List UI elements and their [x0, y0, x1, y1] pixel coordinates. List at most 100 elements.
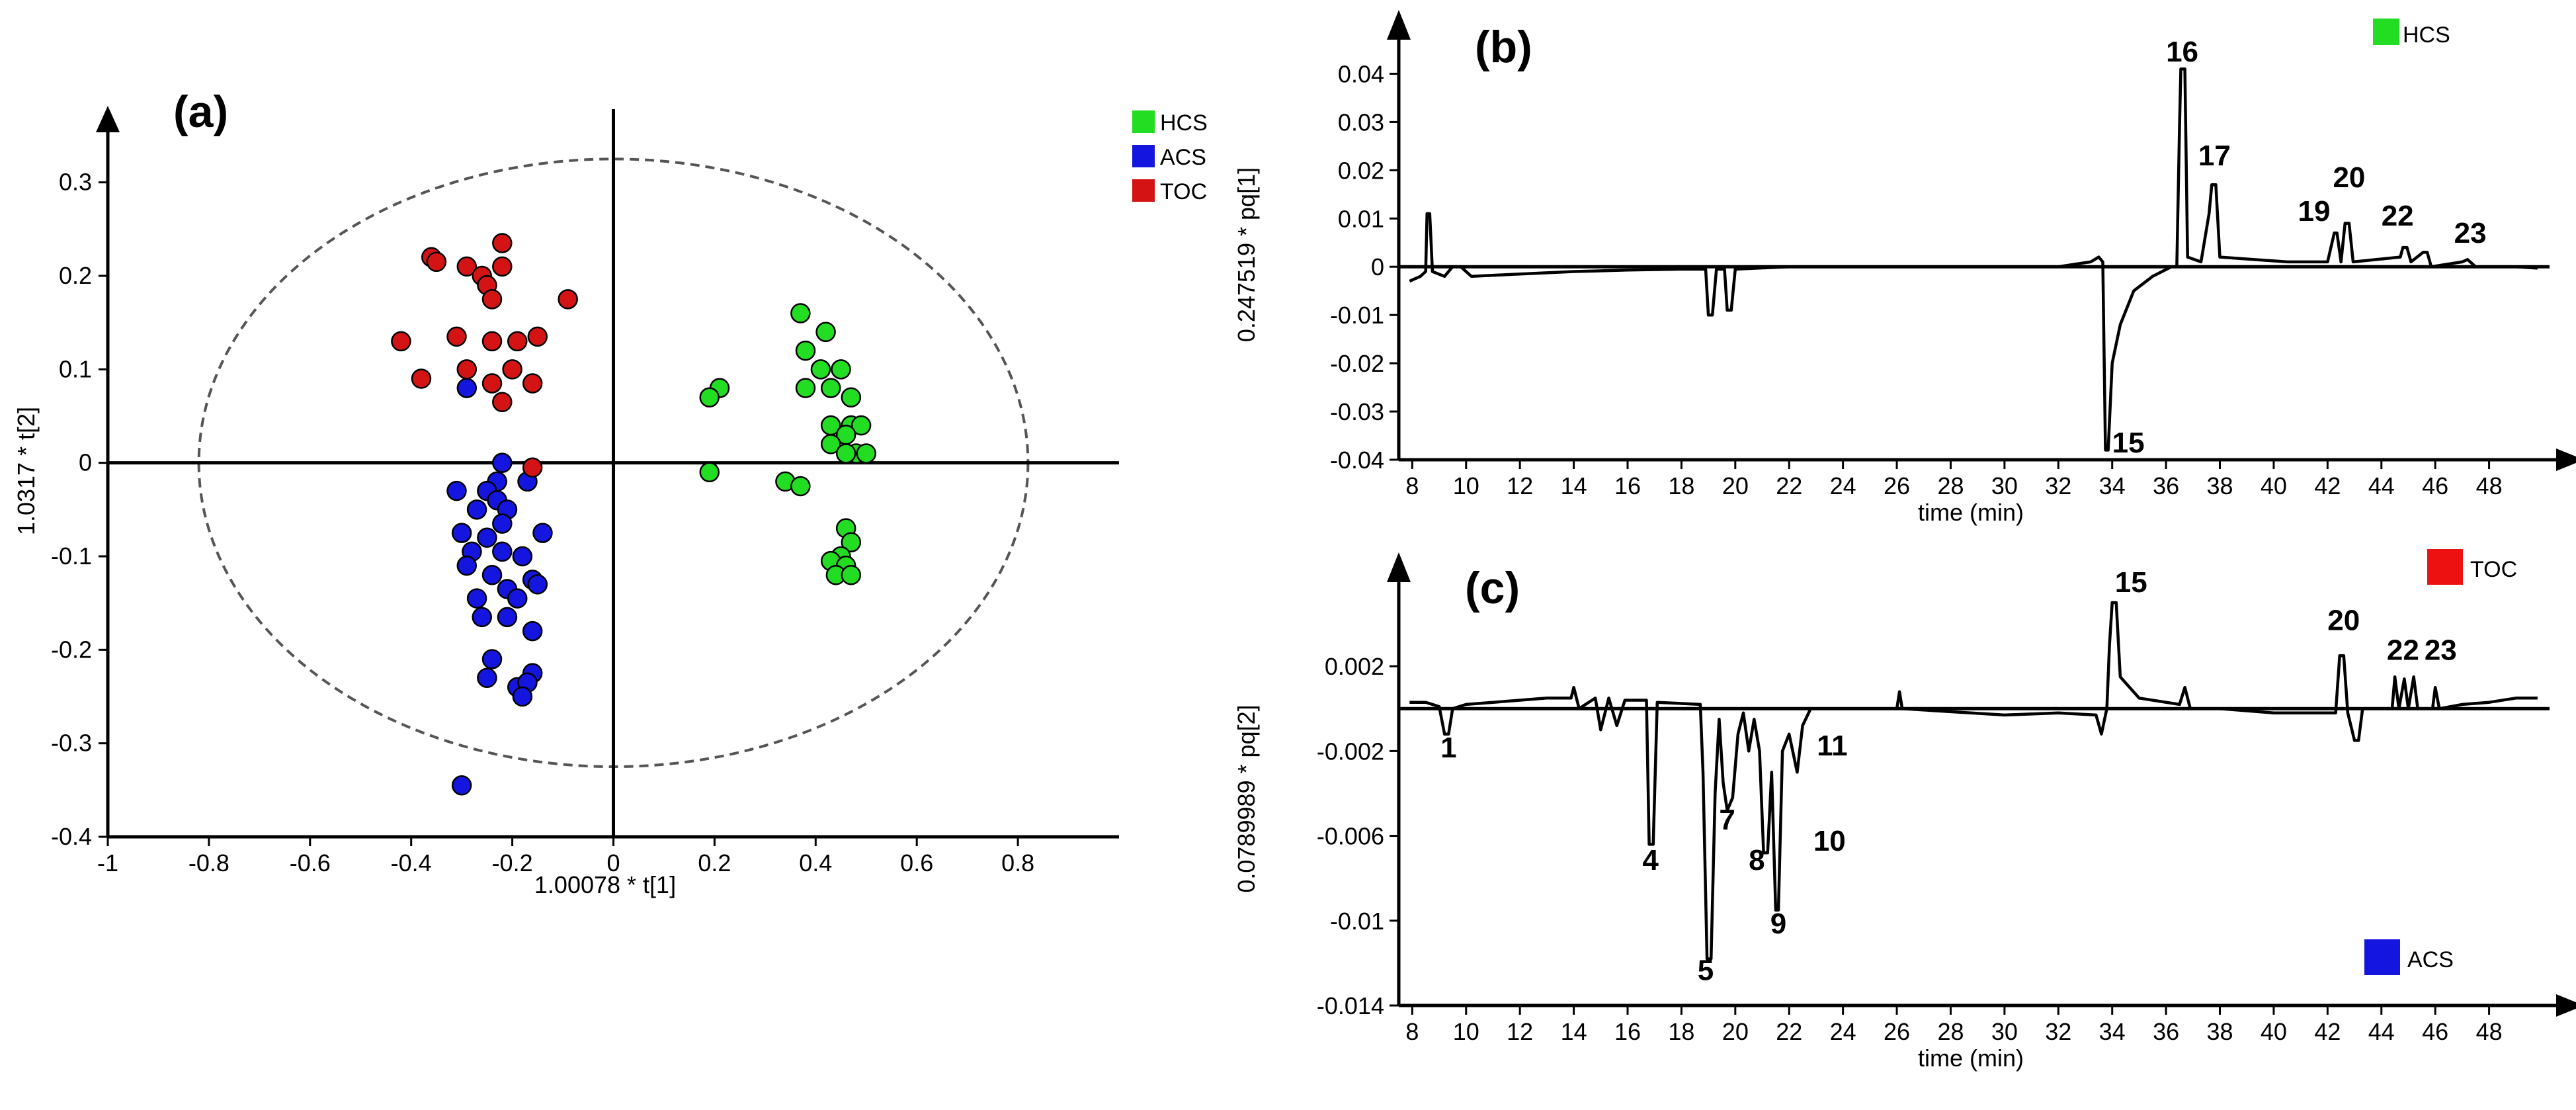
y-tick-label: -0.3 — [51, 730, 92, 757]
y-axis-label: 0.247519 * pq[1] — [1233, 167, 1260, 342]
x-tick-label: 0.4 — [799, 849, 832, 876]
x-tick-label: -0.4 — [391, 849, 432, 876]
panel-b-letter: (b) — [1475, 22, 1532, 72]
x-tick-label: -0.2 — [492, 849, 533, 876]
x-tick-label: 36 — [2153, 1018, 2179, 1045]
peak-label: 20 — [2333, 161, 2365, 194]
x-tick-label: 40 — [2261, 472, 2287, 499]
legend-label: TOC — [2470, 557, 2517, 582]
legend-swatch-acs — [2364, 939, 2400, 975]
data-point-hcs — [841, 532, 862, 553]
legend-swatch-toc — [1132, 179, 1155, 202]
data-point-acs — [446, 480, 467, 501]
x-tick-label: 18 — [1668, 1018, 1694, 1045]
x-tick-label: 10 — [1453, 1018, 1479, 1045]
data-point-hcs — [851, 415, 872, 436]
peak-label: 5 — [1698, 955, 1714, 987]
x-tick-label: 10 — [1453, 472, 1479, 499]
data-point-acs — [466, 588, 487, 609]
data-point-toc — [446, 326, 467, 347]
legend-swatch-toc — [2427, 549, 2463, 585]
y-tick-label: -0.02 — [1330, 350, 1384, 377]
data-point-toc — [481, 289, 503, 310]
x-axis-arrow — [2556, 448, 2576, 471]
y-tick-label: -0.1 — [51, 542, 92, 570]
data-point-hcs — [831, 359, 851, 380]
y-tick-label: 0.02 — [1338, 157, 1384, 184]
x-tick-label: 0.8 — [1001, 849, 1034, 876]
peak-label: 23 — [2425, 634, 2457, 667]
peak-label: 16 — [2166, 36, 2198, 68]
peak-label: 22 — [2387, 634, 2419, 667]
x-tick-label: 40 — [2261, 1018, 2287, 1045]
y-tick-label: 0.2 — [59, 262, 92, 289]
x-tick-label: 44 — [2368, 1018, 2395, 1045]
x-tick-label: 12 — [1507, 1018, 1533, 1045]
legend-swatch-hcs — [2373, 19, 2399, 45]
y-tick-label: -0.4 — [51, 823, 92, 850]
data-point-acs — [477, 667, 497, 688]
x-tick-label: 42 — [2314, 1018, 2341, 1045]
peak-label: 22 — [2382, 200, 2414, 232]
y-tick-label: 0.1 — [59, 355, 92, 382]
data-point-toc — [527, 326, 548, 347]
data-point-acs — [477, 527, 497, 548]
x-tick-label: 8 — [1405, 1018, 1419, 1045]
data-point-hcs — [810, 359, 831, 380]
y-tick-label: -0.002 — [1317, 738, 1384, 765]
x-tick-label: 24 — [1830, 1018, 1856, 1045]
x-tick-label: 38 — [2207, 472, 2233, 499]
data-point-toc — [391, 331, 411, 352]
data-point-hcs — [856, 443, 876, 464]
x-tick-label: 18 — [1668, 472, 1694, 499]
x-tick-label: 28 — [1937, 1018, 1964, 1045]
x-tick-label: 26 — [1884, 472, 1910, 499]
x-axis-label: time (min) — [1918, 1045, 2024, 1072]
peak-label: 7 — [1719, 804, 1735, 836]
data-point-acs — [507, 588, 528, 609]
data-point-hcs — [790, 303, 811, 323]
x-tick-label: 44 — [2368, 472, 2395, 499]
data-point-toc — [502, 359, 522, 380]
x-tick-label: 14 — [1561, 1018, 1587, 1045]
panel-c-loading-plot: 8 10 12 14 16 18 20 22 24 26 28 30 32 34 36 38 40 42 44 46 4… — [1233, 549, 2576, 1072]
data-point-acs — [456, 555, 478, 576]
peak-label: 19 — [2298, 195, 2331, 228]
peak-label: 15 — [2115, 566, 2147, 599]
data-point-hcs — [795, 340, 816, 361]
y-tick-label: -0.006 — [1317, 823, 1384, 850]
x-tick-label: 36 — [2153, 472, 2179, 499]
data-point-toc — [481, 373, 503, 394]
data-point-acs — [522, 620, 543, 642]
data-point-acs — [512, 686, 533, 707]
y-tick-label: 0.3 — [59, 169, 92, 196]
data-point-acs — [456, 378, 478, 398]
data-point-toc — [456, 256, 478, 277]
data-point-toc — [492, 233, 513, 253]
y-tick-label: -0.01 — [1330, 908, 1384, 935]
data-point-toc — [426, 251, 447, 273]
y-tick-label: -0.04 — [1330, 447, 1384, 474]
y-tick-label: 0 — [1371, 253, 1384, 280]
data-point-acs — [512, 546, 533, 567]
x-tick-label: 14 — [1561, 472, 1587, 499]
data-point-toc — [481, 331, 503, 352]
data-point-acs — [497, 607, 518, 628]
y-tick-label: -0.01 — [1330, 302, 1384, 329]
x-tick-label: 26 — [1884, 1018, 1910, 1045]
data-point-acs — [492, 452, 513, 473]
data-point-hcs — [835, 443, 856, 464]
x-tick-label: 30 — [1991, 1018, 2018, 1045]
x-tick-label: 0.6 — [900, 849, 933, 876]
x-tick-label: 32 — [2045, 472, 2071, 499]
peak-label: 17 — [2198, 140, 2231, 172]
peak-label: 20 — [2327, 605, 2360, 637]
data-point-acs — [466, 499, 487, 520]
peak-label: 1 — [1440, 732, 1456, 764]
data-point-toc — [411, 368, 432, 389]
x-tick-label: 42 — [2314, 472, 2341, 499]
data-point-hcs — [820, 378, 841, 398]
peak-label: 23 — [2454, 217, 2487, 249]
data-point-hcs — [699, 387, 720, 407]
x-tick-label: 32 — [2045, 1018, 2071, 1045]
